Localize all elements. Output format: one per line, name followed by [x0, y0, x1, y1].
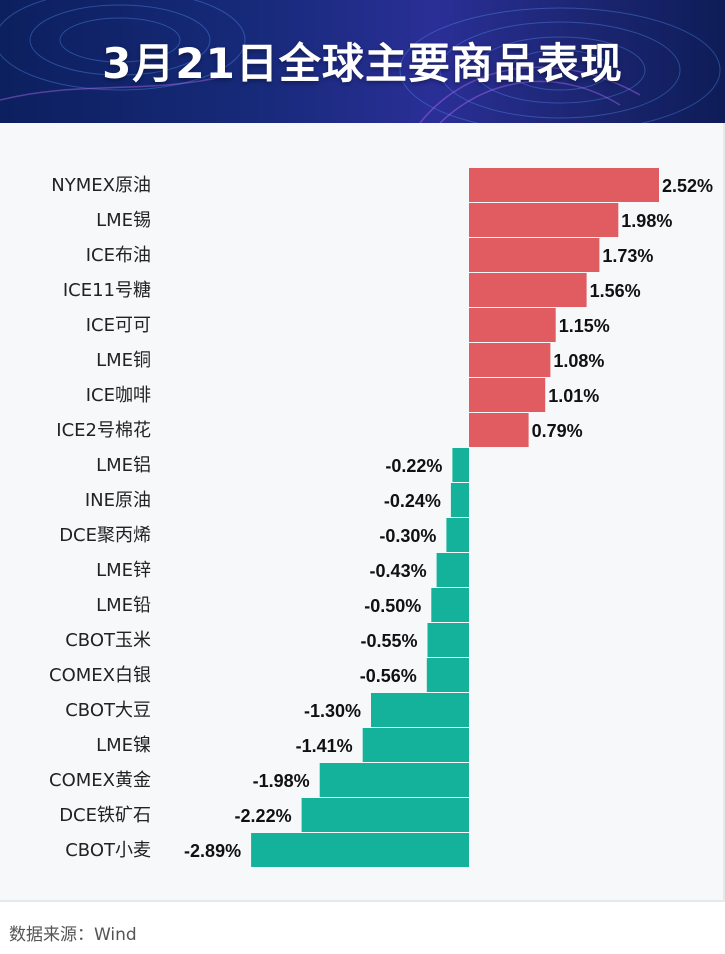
bar-16 — [362, 728, 469, 762]
bar-10 — [446, 518, 469, 552]
bar-13 — [427, 623, 469, 657]
value-label-7: 0.79% — [532, 421, 583, 441]
category-label-10: DCE聚丙烯 — [59, 525, 151, 546]
value-label-16: -1.41% — [296, 736, 353, 756]
value-label-1: 1.98% — [621, 211, 672, 231]
category-label-13: CBOT玉米 — [65, 630, 151, 651]
value-label-12: -0.50% — [364, 596, 421, 616]
bar-11 — [436, 553, 469, 587]
category-label-12: LME铅 — [96, 595, 151, 616]
value-label-4: 1.15% — [559, 316, 610, 336]
category-label-9: INE原油 — [85, 490, 151, 511]
bar-7 — [469, 413, 529, 447]
value-label-3: 1.56% — [590, 281, 641, 301]
data-source-note: 数据来源：Wind — [9, 925, 137, 945]
value-labels-group: 2.52% 1.98% 1.73% 1.56% 1.15% 1.08% 1.01% 0.79%… — [184, 176, 713, 861]
bar-19 — [251, 833, 469, 867]
page-title: 3月21日全球主要商品表现 — [102, 39, 623, 88]
category-label-19: CBOT小麦 — [65, 840, 151, 861]
value-label-15: -1.30% — [304, 701, 361, 721]
category-label-4: ICE可可 — [86, 315, 151, 336]
bar-3 — [469, 273, 587, 307]
bar-12 — [431, 588, 469, 622]
bar-14 — [426, 658, 469, 692]
bar-4 — [469, 308, 556, 342]
category-label-18: DCE铁矿石 — [59, 805, 151, 826]
value-label-2: 1.73% — [602, 246, 653, 266]
bar-6 — [469, 378, 546, 412]
category-label-0: NYMEX原油 — [51, 175, 151, 196]
chart-panel: NYMEX原油 LME锡 ICE布油 ICE11号糖 ICE可可 LME铜 ICE咖啡 ICE… — [0, 123, 725, 902]
bar-18 — [301, 798, 469, 832]
value-label-0: 2.52% — [662, 176, 713, 196]
bar-0 — [469, 168, 659, 202]
bar-8 — [452, 448, 469, 482]
value-label-9: -0.24% — [384, 491, 441, 511]
category-label-6: ICE咖啡 — [86, 385, 151, 406]
bar-9 — [450, 483, 469, 517]
category-label-14: COMEX白银 — [49, 665, 151, 686]
value-label-8: -0.22% — [385, 456, 442, 476]
category-label-15: CBOT大豆 — [65, 700, 151, 721]
bar-chart: NYMEX原油 LME锡 ICE布油 ICE11号糖 ICE可可 LME铜 ICE咖啡 ICE… — [49, 168, 713, 867]
category-label-5: LME铜 — [96, 350, 151, 371]
category-label-7: ICE2号棉花 — [56, 420, 151, 441]
value-label-6: 1.01% — [548, 386, 599, 406]
value-label-10: -0.30% — [379, 526, 436, 546]
category-label-17: COMEX黄金 — [49, 770, 151, 791]
bar-17 — [319, 763, 469, 797]
category-labels-group: NYMEX原油 LME锡 ICE布油 ICE11号糖 ICE可可 LME铜 ICE咖啡 ICE… — [49, 175, 151, 861]
value-label-5: 1.08% — [553, 351, 604, 371]
header-banner: 3月21日全球主要商品表现 — [0, 0, 725, 123]
header-background-pattern — [0, 0, 721, 123]
value-label-11: -0.43% — [370, 561, 427, 581]
bar-15 — [371, 693, 469, 727]
category-label-16: LME镍 — [96, 735, 151, 756]
value-label-14: -0.56% — [360, 666, 417, 686]
value-label-18: -2.22% — [235, 806, 292, 826]
category-label-2: ICE布油 — [86, 245, 151, 266]
bar-2 — [469, 238, 600, 272]
category-label-8: LME铝 — [96, 455, 151, 476]
category-label-11: LME锌 — [96, 560, 151, 581]
bar-1 — [469, 203, 619, 237]
value-label-17: -1.98% — [253, 771, 310, 791]
category-label-3: ICE11号糖 — [63, 280, 151, 301]
bars-group — [251, 168, 659, 867]
bar-5 — [469, 343, 551, 377]
value-label-19: -2.89% — [184, 841, 241, 861]
value-label-13: -0.55% — [360, 631, 417, 651]
category-label-1: LME锡 — [96, 210, 151, 231]
